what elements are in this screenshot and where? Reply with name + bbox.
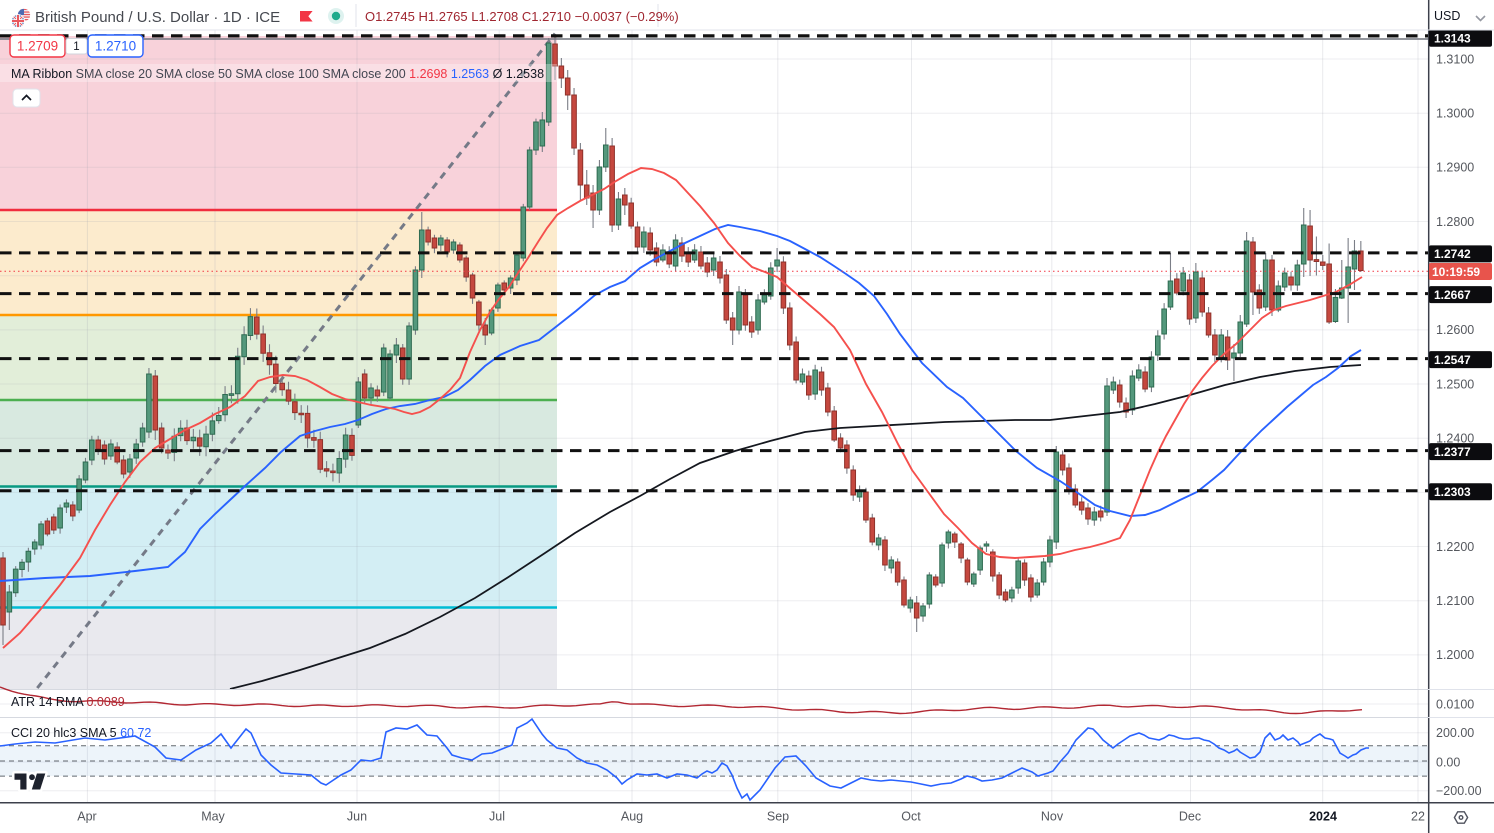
svg-text:1.2500: 1.2500 bbox=[1436, 377, 1474, 391]
svg-text:1: 1 bbox=[73, 41, 79, 53]
svg-text:1.3000: 1.3000 bbox=[1436, 107, 1474, 121]
svg-text:1.2400: 1.2400 bbox=[1436, 432, 1474, 446]
svg-text:MA Ribbon SMA close 20 SMA clo: MA Ribbon SMA close 20 SMA close 50 SMA … bbox=[11, 67, 544, 81]
svg-text:O1.2745 H1.2765 L1.2708 C1.: O1.2745 H1.2765 L1.2708 C1.2710 −0.0037 … bbox=[365, 9, 679, 24]
svg-text:1.2547: 1.2547 bbox=[1434, 353, 1471, 367]
svg-text:−200.00: −200.00 bbox=[1436, 784, 1482, 798]
svg-text:1.2709: 1.2709 bbox=[17, 39, 58, 54]
svg-text:1.2377: 1.2377 bbox=[1434, 445, 1471, 459]
svg-text:1.2667: 1.2667 bbox=[1434, 288, 1471, 302]
svg-text:Apr: Apr bbox=[77, 810, 96, 824]
svg-text:0.00: 0.00 bbox=[1436, 755, 1460, 769]
svg-text:Sep: Sep bbox=[767, 810, 789, 824]
svg-text:Oct: Oct bbox=[901, 810, 921, 824]
svg-text:0.0100: 0.0100 bbox=[1436, 697, 1474, 711]
svg-text:1.2900: 1.2900 bbox=[1436, 161, 1474, 175]
svg-text:22: 22 bbox=[1411, 810, 1425, 824]
svg-text:May: May bbox=[201, 810, 225, 824]
svg-text:2024: 2024 bbox=[1309, 810, 1337, 824]
svg-text:ATR 14 RMA 0.0089: ATR 14 RMA 0.0089 bbox=[11, 695, 125, 709]
svg-text:Nov: Nov bbox=[1041, 810, 1064, 824]
svg-text:1.2742: 1.2742 bbox=[1434, 247, 1471, 261]
svg-text:1.2100: 1.2100 bbox=[1436, 594, 1474, 608]
svg-text:USD: USD bbox=[1434, 9, 1460, 23]
svg-text:200.00: 200.00 bbox=[1436, 726, 1474, 740]
svg-text:1.2800: 1.2800 bbox=[1436, 215, 1474, 229]
svg-text:1.2600: 1.2600 bbox=[1436, 323, 1474, 337]
svg-text:British Pound / U.S. Dollar ·: British Pound / U.S. Dollar · 1D · ICE bbox=[35, 9, 280, 26]
svg-text:CCI 20 hlc3 SMA 5 60.72: CCI 20 hlc3 SMA 5 60.72 bbox=[11, 726, 151, 740]
svg-text:1.2200: 1.2200 bbox=[1436, 540, 1474, 554]
svg-text:1.3100: 1.3100 bbox=[1436, 52, 1474, 66]
svg-text:1.2000: 1.2000 bbox=[1436, 648, 1474, 662]
svg-text:Aug: Aug bbox=[621, 810, 643, 824]
svg-text:1.2710: 1.2710 bbox=[95, 39, 136, 54]
svg-text:Jun: Jun bbox=[347, 810, 367, 824]
svg-text:1.3143: 1.3143 bbox=[1434, 32, 1471, 46]
svg-text:10:19:59: 10:19:59 bbox=[1432, 265, 1480, 279]
svg-text:Jul: Jul bbox=[489, 810, 505, 824]
svg-text:1.2303: 1.2303 bbox=[1434, 485, 1471, 499]
svg-text:Dec: Dec bbox=[1179, 810, 1201, 824]
